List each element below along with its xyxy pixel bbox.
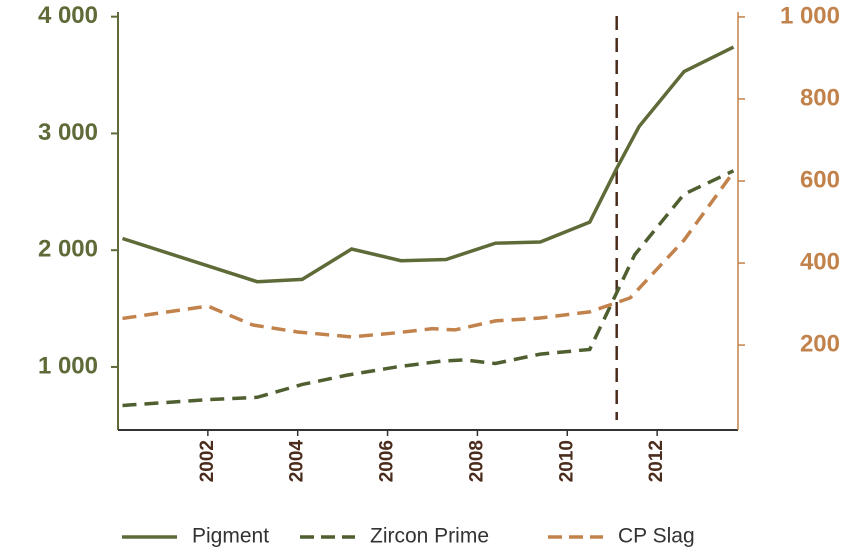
x-tick-label: 2006 [377,440,398,482]
x-tick-label: 2012 [646,440,667,482]
legend-label: Zircon Prime [370,525,489,548]
y-tick-label: 4 000 [38,2,98,29]
x-tick-label: 2010 [556,440,577,482]
series-line [121,45,735,284]
series-line [122,170,735,339]
y2-tick-label: 400 [800,248,840,275]
y2-tick-label: 200 [800,330,840,357]
y-tick-label: 3 000 [38,119,98,146]
y2-tick-label: 800 [800,84,840,111]
y-tick-label: 1 000 [38,352,98,379]
x-tick-label: 2002 [197,440,218,482]
y-tick-label: 2 000 [38,236,98,263]
x-tick-label: 2004 [287,440,308,483]
y2-tick-label: 1 000 [780,2,840,29]
y2-tick-label: 600 [800,166,840,193]
x-tick-label: 2008 [466,440,487,482]
legend-label: Pigment [192,525,269,548]
legend-label: CP Slag [618,525,695,548]
series-line [122,169,735,408]
